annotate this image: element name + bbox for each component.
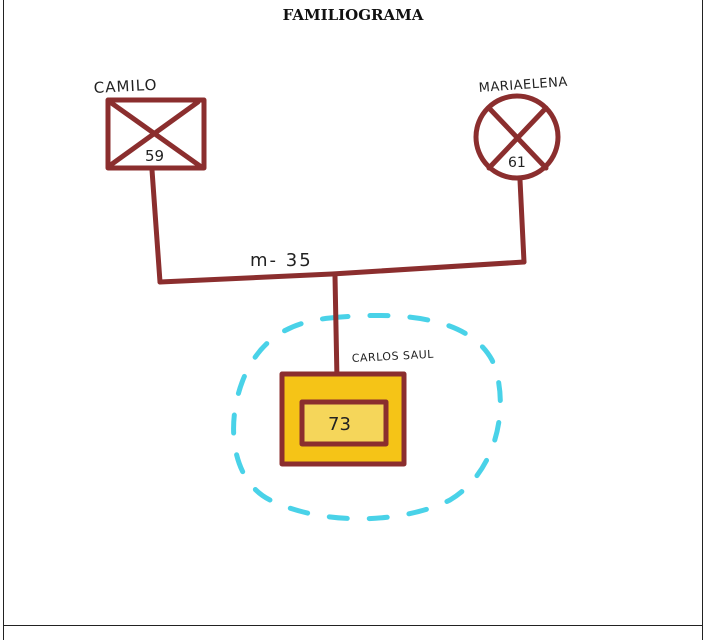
father-age-label: 59 <box>145 147 164 165</box>
marriage-line <box>157 259 527 285</box>
father-drop-line <box>149 167 163 285</box>
mother-age-label: 61 <box>508 155 526 171</box>
child-line <box>332 273 340 383</box>
index-person-symbol <box>279 371 407 467</box>
marriage-years-label: m- 35 <box>250 250 313 271</box>
father-name-label: CAMILO <box>93 76 158 97</box>
left-border <box>3 0 4 640</box>
father-square <box>105 97 207 171</box>
page-title: FAMILIOGRAMA <box>282 6 424 24</box>
mother-symbol <box>473 93 561 181</box>
father-cross-line-2 <box>109 99 201 167</box>
family-lines <box>149 167 527 383</box>
bottom-border <box>3 625 703 626</box>
index-person-name-label: CARLOS SAUL <box>351 348 434 365</box>
index-person-age-label: 73 <box>328 414 351 435</box>
mother-circle <box>473 93 561 181</box>
father-symbol <box>105 97 207 171</box>
mother-cross-line-2 <box>486 105 549 171</box>
index-person-inner-box <box>299 399 389 447</box>
right-border <box>702 0 703 640</box>
mother-name-label: MARIAELENA <box>478 75 568 96</box>
mother-drop-line <box>517 177 527 265</box>
emotional-boundary-dashed <box>231 312 503 522</box>
